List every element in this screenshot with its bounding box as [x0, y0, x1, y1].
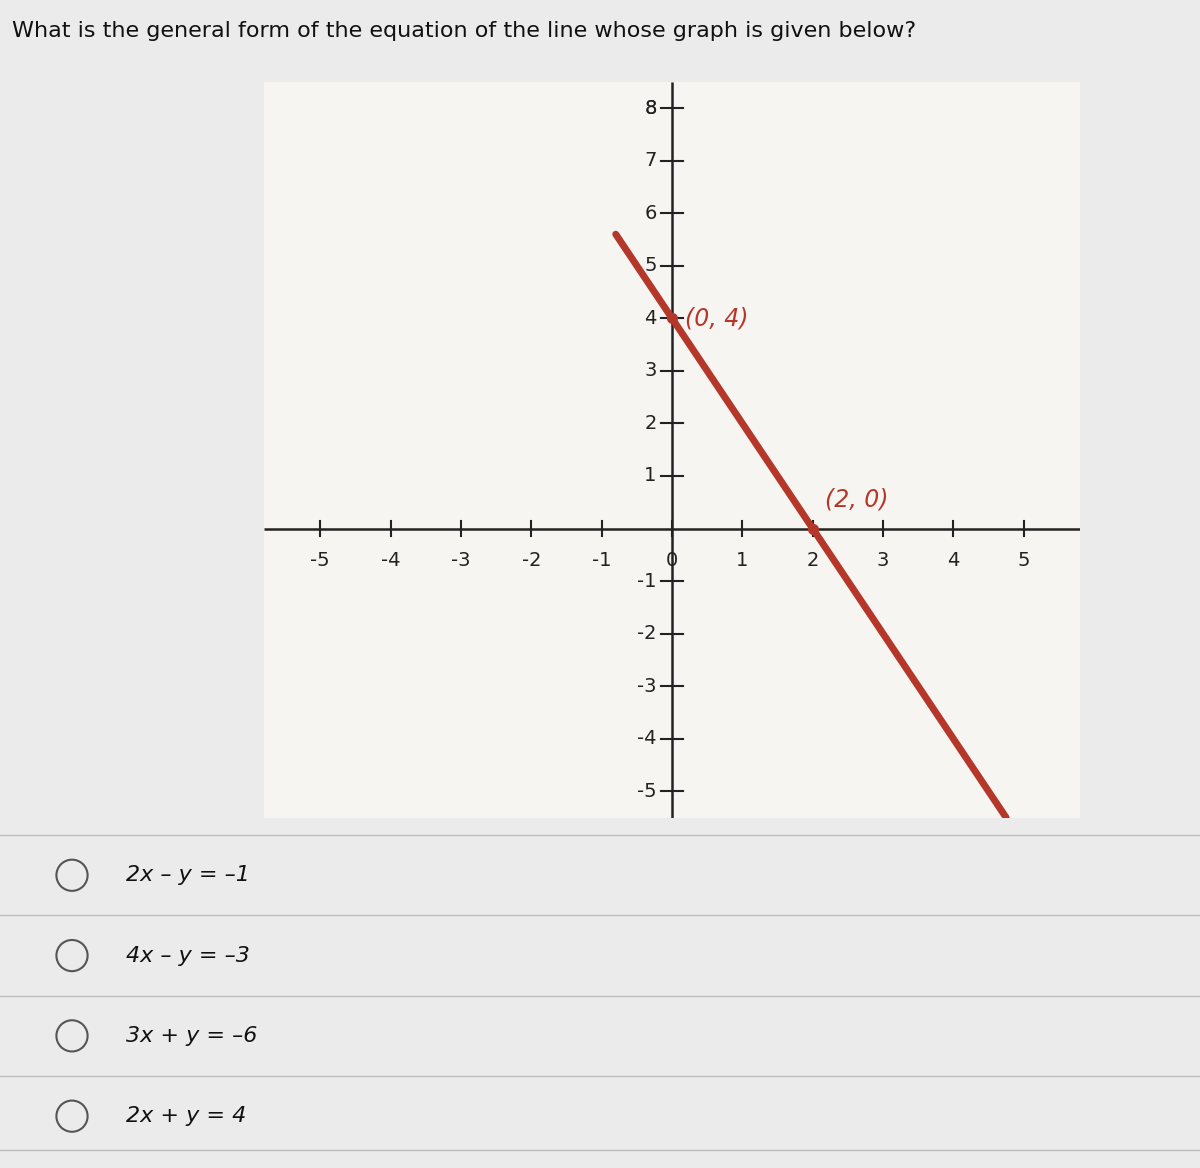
Text: 3: 3 [877, 550, 889, 570]
Text: 8: 8 [644, 98, 656, 118]
Text: 5: 5 [644, 256, 656, 276]
Text: -1: -1 [637, 571, 656, 591]
Text: 1: 1 [644, 466, 656, 486]
Text: 4x – y = –3: 4x – y = –3 [126, 946, 250, 966]
Text: What is the general form of the equation of the line whose graph is given below?: What is the general form of the equation… [12, 21, 916, 41]
Text: 3x + y = –6: 3x + y = –6 [126, 1026, 257, 1045]
Text: 7: 7 [644, 151, 656, 171]
Text: -1: -1 [592, 550, 612, 570]
Text: -2: -2 [522, 550, 541, 570]
Text: -3: -3 [637, 676, 656, 696]
Text: 5: 5 [1018, 550, 1030, 570]
Text: -4: -4 [637, 729, 656, 749]
Text: 4: 4 [947, 550, 960, 570]
Text: 2: 2 [806, 550, 818, 570]
Text: (2, 0): (2, 0) [826, 487, 889, 512]
Text: -2: -2 [637, 624, 656, 644]
Text: 2x + y = 4: 2x + y = 4 [126, 1106, 246, 1126]
Text: -5: -5 [311, 550, 330, 570]
Text: 3: 3 [644, 361, 656, 381]
Text: (0, 4): (0, 4) [685, 306, 748, 331]
Text: -3: -3 [451, 550, 470, 570]
Text: 0: 0 [666, 550, 678, 570]
Text: 6: 6 [644, 203, 656, 223]
Text: 2x – y = –1: 2x – y = –1 [126, 865, 250, 885]
Text: 8: 8 [644, 98, 656, 118]
Text: -4: -4 [380, 550, 401, 570]
Text: 4: 4 [644, 308, 656, 328]
Text: 2: 2 [644, 413, 656, 433]
Text: -5: -5 [637, 781, 656, 801]
Text: 1: 1 [736, 550, 749, 570]
